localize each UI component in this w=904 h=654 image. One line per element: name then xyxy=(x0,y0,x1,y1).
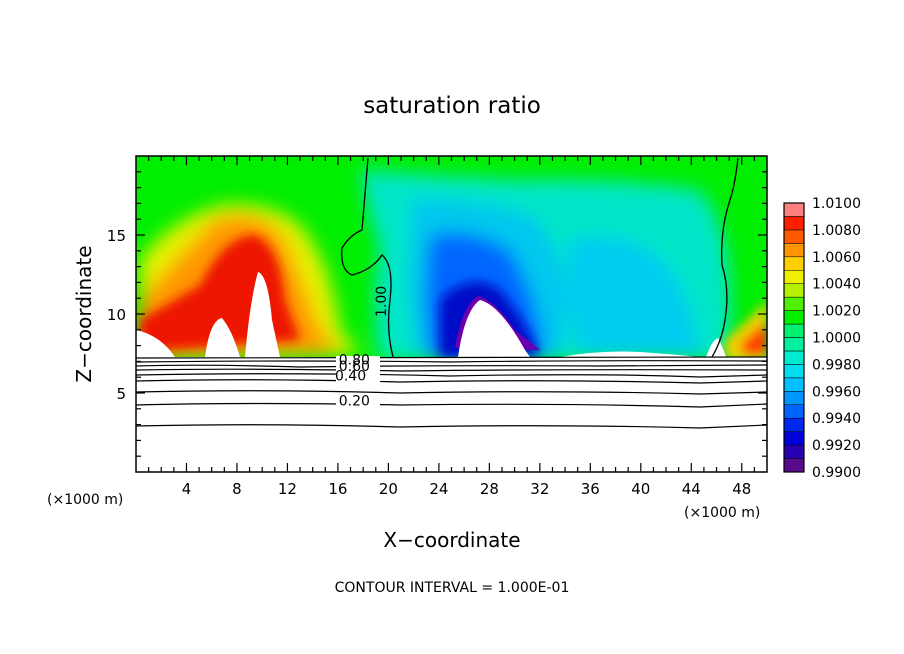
colorbar-label: 1.0000 xyxy=(812,331,861,347)
contour-label: 1.00 xyxy=(374,286,390,317)
y-axis-label: Z−coordinate xyxy=(72,245,96,382)
colorbar-label: 1.0040 xyxy=(812,277,861,293)
colorbar-frame xyxy=(783,202,805,473)
region-lightblue-right xyxy=(568,236,700,355)
lower-contours xyxy=(136,356,767,429)
colorbar-label: 0.9900 xyxy=(812,465,861,481)
colorbar-label: 0.9960 xyxy=(812,384,861,400)
colorbar-band xyxy=(783,391,805,405)
upper-contours xyxy=(341,157,739,358)
y-tick-label: 5 xyxy=(116,385,126,403)
x-tick-label: 12 xyxy=(278,480,297,498)
contour-label: 0.60 xyxy=(339,359,370,375)
colorbar-band xyxy=(783,350,805,365)
colorbar-label: 0.9940 xyxy=(812,411,861,427)
chart-title: saturation ratio xyxy=(363,93,541,119)
contour-label: 0.20 xyxy=(339,394,370,410)
x-unit-left: (×1000 m) xyxy=(47,492,123,508)
colorbar-band xyxy=(783,417,805,432)
colorbar-labels: 1.0100 1.0080 1.0060 1.0040 1.0020 1.0000 0.99… xyxy=(812,196,861,481)
region-edge-red xyxy=(740,322,767,355)
contour-label-bg xyxy=(336,356,380,412)
colorbar-label: 1.0100 xyxy=(812,196,861,212)
x-tick-label: 28 xyxy=(480,480,499,498)
x-tick-label: 40 xyxy=(631,480,650,498)
colorbar-band xyxy=(783,458,805,473)
x-tick-label: 20 xyxy=(379,480,398,498)
y-tick-label: 15 xyxy=(107,227,126,245)
colorbar-band xyxy=(783,404,805,419)
colorbar-band xyxy=(783,270,805,284)
colorbar-band xyxy=(783,377,805,392)
x-tick-label: 8 xyxy=(232,480,242,498)
colorbar-label: 0.9920 xyxy=(812,438,861,454)
contour-interval-note: CONTOUR INTERVAL = 1.000E-01 xyxy=(335,580,570,596)
axis-ticks xyxy=(136,156,767,472)
x-tick-label: 32 xyxy=(530,480,549,498)
colorbar-label: 1.0020 xyxy=(812,304,861,320)
heatmap-field xyxy=(136,156,767,472)
colorbar-band xyxy=(783,243,805,258)
colorbar-band xyxy=(783,216,805,231)
x-unit-right: (×1000 m) xyxy=(684,505,760,521)
colorbar-band xyxy=(783,337,805,352)
colorbar-band xyxy=(783,364,805,379)
colorbar-band xyxy=(783,229,805,244)
colorbar-band xyxy=(783,431,805,446)
contour-labels: 1.00 0.800.600.40 0.20 xyxy=(335,286,390,410)
colorbar xyxy=(783,202,805,473)
colorbar-label: 1.0080 xyxy=(812,223,861,239)
colorbar-band xyxy=(783,323,805,338)
colorbar-label: 1.0060 xyxy=(812,250,861,266)
x-axis-label: X−coordinate xyxy=(383,528,520,552)
masked-areas xyxy=(136,272,726,357)
colorbar-band xyxy=(783,310,805,325)
colorbar-band xyxy=(783,256,805,271)
contour-label: 0.80 xyxy=(339,353,370,369)
x-tick-label: 16 xyxy=(328,480,347,498)
colorbar-band xyxy=(783,444,805,459)
colorbar-band xyxy=(783,283,805,298)
x-tick-label: 4 xyxy=(182,480,192,498)
colorbar-label: 0.9980 xyxy=(812,357,861,373)
x-tick-label: 36 xyxy=(581,480,600,498)
y-tick-label: 10 xyxy=(107,306,126,324)
colorbar-band xyxy=(783,296,805,311)
x-tick-label: 48 xyxy=(732,480,751,498)
x-tick-label: 44 xyxy=(682,480,701,498)
x-tick-label: 24 xyxy=(429,480,448,498)
contour-label: 0.40 xyxy=(335,368,366,384)
colorbar-band xyxy=(783,202,805,217)
